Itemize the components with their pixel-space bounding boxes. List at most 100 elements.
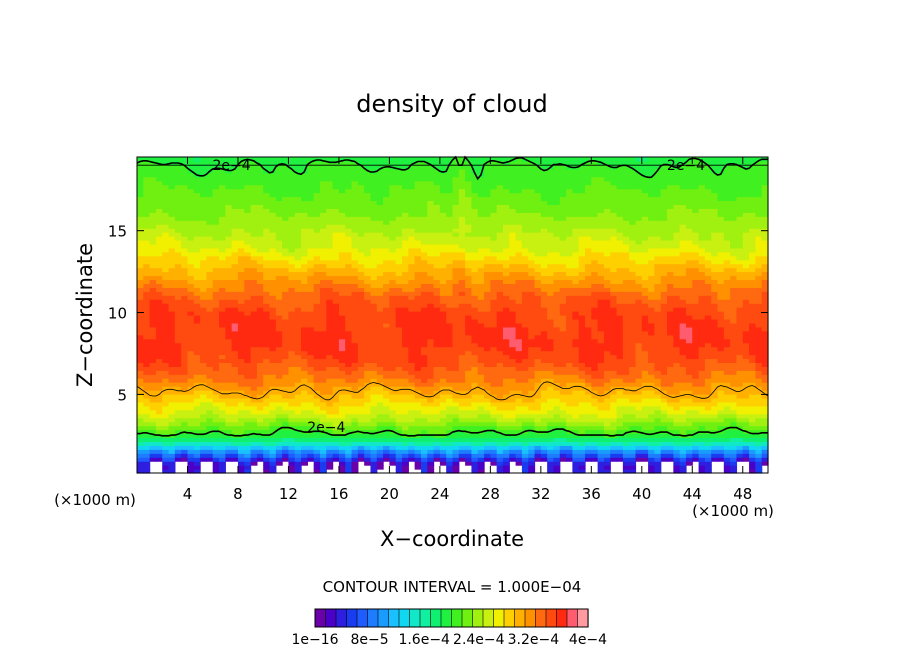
field-cell <box>244 318 252 324</box>
field-cell <box>250 168 258 174</box>
field-cell <box>427 251 435 257</box>
field-cell <box>237 287 245 292</box>
field-cell <box>307 421 315 427</box>
field-cell <box>225 295 233 300</box>
field-cell <box>269 200 277 205</box>
field-cell <box>439 378 447 383</box>
field-cell <box>301 220 308 225</box>
field-cell <box>256 354 264 360</box>
field-cell <box>313 469 321 474</box>
field-cell <box>282 318 290 324</box>
field-cell <box>370 283 378 288</box>
field-cell <box>256 318 264 324</box>
field-cell <box>269 441 277 446</box>
field-cell <box>452 224 460 229</box>
field-cell <box>219 236 226 241</box>
field-cell <box>219 176 226 182</box>
field-cell <box>338 425 346 431</box>
field-cell <box>439 224 447 229</box>
field-cell <box>338 176 346 182</box>
field-cell <box>282 346 290 352</box>
field-cell <box>155 378 163 383</box>
field-cell <box>155 176 163 182</box>
field-cell <box>408 449 416 454</box>
field-cell <box>256 425 264 431</box>
field-cell <box>206 453 214 458</box>
field-cell <box>137 303 144 308</box>
field-cell <box>332 307 340 312</box>
field-cell <box>502 390 510 395</box>
field-cell <box>446 176 454 182</box>
field-cell <box>181 318 189 324</box>
field-cell <box>288 382 296 387</box>
field-cell <box>326 303 334 308</box>
field-cell <box>458 401 466 407</box>
field-cell <box>313 326 321 332</box>
field-cell <box>458 449 466 454</box>
field-cell <box>496 362 504 367</box>
field-cell <box>465 374 473 379</box>
field-cell <box>420 322 428 328</box>
field-cell <box>332 157 340 162</box>
field-cell <box>181 374 189 379</box>
field-cell <box>149 283 157 288</box>
field-cell <box>402 382 409 387</box>
field-cell <box>389 216 397 221</box>
field-cell <box>502 409 510 415</box>
field-cell <box>465 267 473 273</box>
field-cell <box>206 334 214 340</box>
field-cell <box>338 370 346 375</box>
field-cell <box>162 374 170 379</box>
field-cell <box>313 318 321 324</box>
field-cell <box>490 338 498 344</box>
field-cell <box>521 469 529 474</box>
field-cell <box>212 196 220 202</box>
field-cell <box>263 366 271 371</box>
field-cell <box>414 236 422 241</box>
field-cell <box>528 192 536 198</box>
field-cell <box>345 362 353 367</box>
field-cell <box>402 168 409 174</box>
field-cell <box>219 279 226 284</box>
field-cell <box>446 239 454 245</box>
field-cell <box>313 251 321 257</box>
field-cell <box>275 453 283 458</box>
field-cell <box>389 354 397 360</box>
field-cell <box>174 346 182 352</box>
field-cell <box>237 303 245 308</box>
field-cell <box>200 370 208 375</box>
field-cell <box>294 204 302 209</box>
field-cell <box>458 164 466 170</box>
field-cell <box>149 445 157 450</box>
field-cell <box>200 251 208 257</box>
field-cell <box>162 437 170 442</box>
field-cell <box>465 184 473 190</box>
field-cell <box>433 457 441 462</box>
field-cell <box>326 354 334 360</box>
field-cell <box>143 295 151 300</box>
field-cell <box>187 350 195 356</box>
field-cell <box>420 346 428 352</box>
field-cell <box>364 275 372 281</box>
field-cell <box>301 255 308 261</box>
field-cell <box>326 291 334 296</box>
field-cell <box>383 216 390 221</box>
field-cell <box>250 449 258 454</box>
field-cell <box>237 228 245 233</box>
field-cell <box>313 287 321 292</box>
field-cell <box>250 192 258 198</box>
field-cell <box>212 370 220 375</box>
field-cell <box>515 172 523 178</box>
field-cell <box>269 350 277 356</box>
field-cell <box>256 334 264 340</box>
field-cell <box>307 157 315 162</box>
field-cell <box>502 326 510 332</box>
field-cell <box>420 263 428 269</box>
field-cell <box>351 196 359 202</box>
field-cell <box>534 397 542 403</box>
field-cell <box>162 311 170 316</box>
field-cell <box>471 271 479 277</box>
field-cell <box>149 413 157 419</box>
field-cell <box>439 180 447 186</box>
field-cell <box>263 397 271 403</box>
